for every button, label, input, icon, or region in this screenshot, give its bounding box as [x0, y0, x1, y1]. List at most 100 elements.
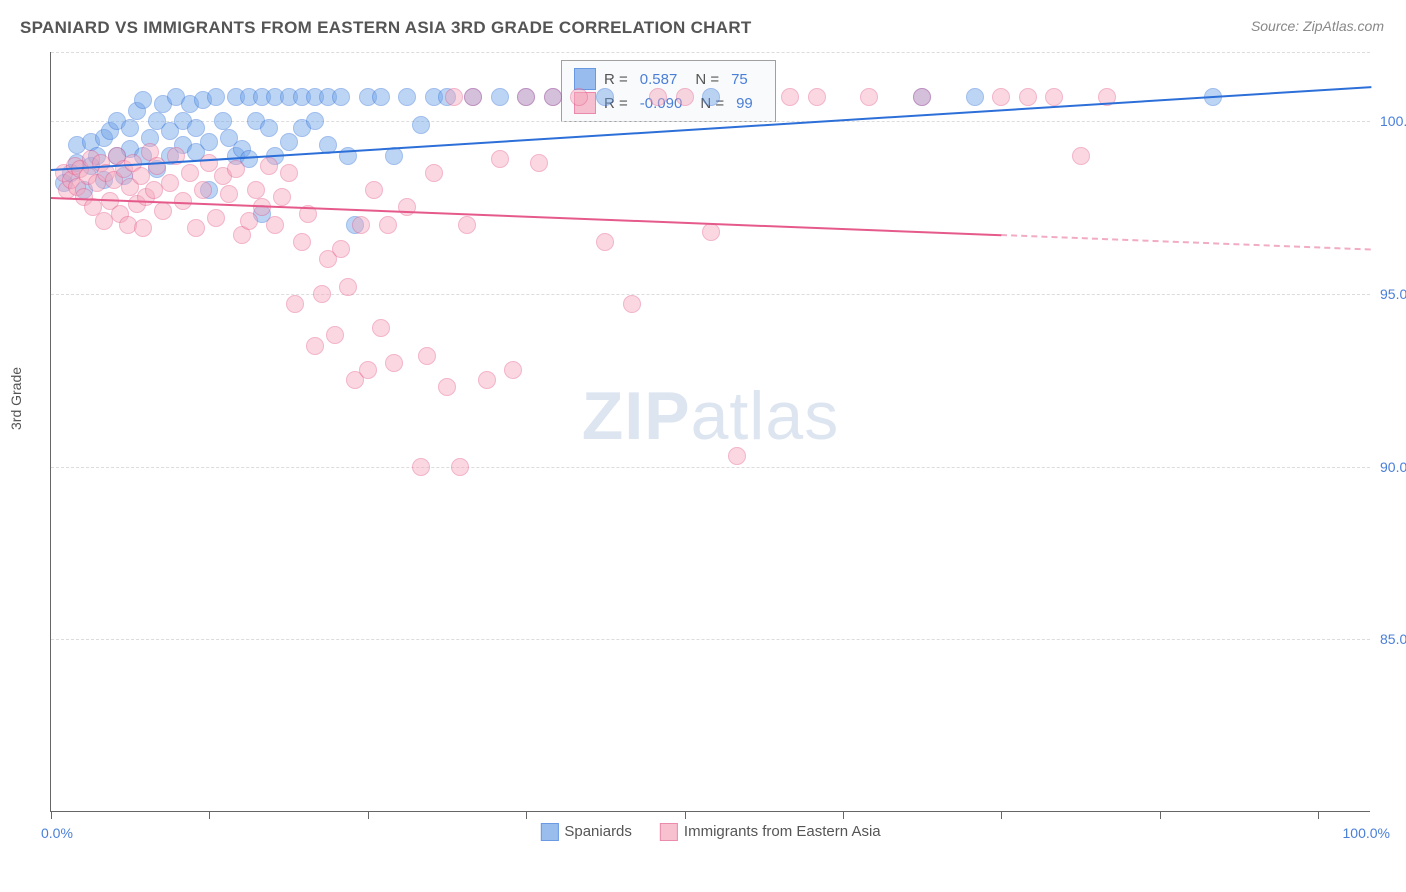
data-point — [332, 88, 350, 106]
legend-r-value: 0.587 — [640, 71, 678, 88]
data-point — [913, 88, 931, 106]
x-tick — [1001, 811, 1002, 819]
data-point — [596, 88, 614, 106]
watermark-light: atlas — [691, 378, 840, 454]
data-point — [966, 88, 984, 106]
data-point — [676, 88, 694, 106]
data-point — [385, 354, 403, 372]
data-point — [266, 216, 284, 234]
x-tick — [526, 811, 527, 819]
data-point — [207, 88, 225, 106]
data-point — [702, 88, 720, 106]
data-point — [702, 223, 720, 241]
watermark-bold: ZIP — [582, 378, 691, 454]
series-name: Spaniards — [564, 823, 632, 840]
data-point — [332, 240, 350, 258]
data-point — [240, 212, 258, 230]
data-point — [398, 88, 416, 106]
data-point — [1072, 147, 1090, 165]
source-attribution: Source: ZipAtlas.com — [1251, 18, 1384, 34]
data-point — [517, 88, 535, 106]
data-point — [207, 209, 225, 227]
data-point — [412, 458, 430, 476]
data-point — [649, 88, 667, 106]
data-point — [491, 150, 509, 168]
data-point — [1045, 88, 1063, 106]
data-point — [781, 88, 799, 106]
data-point — [425, 164, 443, 182]
data-point — [260, 157, 278, 175]
data-point — [623, 295, 641, 313]
x-tick — [1160, 811, 1161, 819]
legend-swatch — [574, 68, 596, 90]
data-point — [359, 361, 377, 379]
data-point — [860, 88, 878, 106]
gridline — [51, 294, 1370, 295]
data-point — [181, 164, 199, 182]
data-point — [379, 216, 397, 234]
x-tick — [368, 811, 369, 819]
legend-swatch — [540, 823, 558, 841]
data-point — [570, 88, 588, 106]
legend-n-label: N = — [695, 71, 719, 88]
series-legend-item: Immigrants from Eastern Asia — [660, 823, 881, 841]
y-axis-label: 3rd Grade — [8, 367, 24, 430]
data-point — [134, 219, 152, 237]
data-point — [286, 295, 304, 313]
data-point — [187, 219, 205, 237]
x-axis-max-label: 100.0% — [1343, 825, 1390, 841]
data-point — [174, 192, 192, 210]
data-point — [214, 112, 232, 130]
data-point — [306, 112, 324, 130]
scatter-plot-area: ZIPatlas R =0.587N =75R =-0.090N =99 Spa… — [50, 52, 1370, 812]
data-point — [464, 88, 482, 106]
legend-r-label: R = — [604, 71, 628, 88]
data-point — [992, 88, 1010, 106]
data-point — [339, 278, 357, 296]
x-axis-min-label: 0.0% — [41, 825, 73, 841]
x-tick — [843, 811, 844, 819]
gridline — [51, 52, 1370, 53]
data-point — [247, 181, 265, 199]
legend-n-value: 99 — [736, 95, 753, 112]
data-point — [412, 116, 430, 134]
y-tick-label: 95.0% — [1380, 286, 1406, 302]
gridline — [51, 467, 1370, 468]
data-point — [200, 133, 218, 151]
data-point — [808, 88, 826, 106]
gridline — [51, 639, 1370, 640]
x-tick — [1318, 811, 1319, 819]
data-point — [504, 361, 522, 379]
y-tick-label: 100.0% — [1380, 113, 1406, 129]
data-point — [530, 154, 548, 172]
data-point — [398, 198, 416, 216]
data-point — [260, 119, 278, 137]
data-point — [280, 164, 298, 182]
data-point — [596, 233, 614, 251]
data-point — [491, 88, 509, 106]
data-point — [372, 88, 390, 106]
trend-line — [1001, 234, 1371, 251]
data-point — [121, 119, 139, 137]
data-point — [326, 326, 344, 344]
y-tick-label: 90.0% — [1380, 459, 1406, 475]
data-point — [451, 458, 469, 476]
data-point — [280, 133, 298, 151]
x-tick — [209, 811, 210, 819]
data-point — [372, 319, 390, 337]
data-point — [313, 285, 331, 303]
data-point — [458, 216, 476, 234]
data-point — [306, 337, 324, 355]
data-point — [154, 202, 172, 220]
data-point — [134, 91, 152, 109]
data-point — [293, 233, 311, 251]
data-point — [273, 188, 291, 206]
watermark: ZIPatlas — [582, 377, 839, 455]
chart-title: SPANIARD VS IMMIGRANTS FROM EASTERN ASIA… — [20, 18, 752, 38]
data-point — [544, 88, 562, 106]
series-legend-item: Spaniards — [540, 823, 632, 841]
series-name: Immigrants from Eastern Asia — [684, 823, 881, 840]
x-tick — [685, 811, 686, 819]
data-point — [194, 181, 212, 199]
correlation-legend: R =0.587N =75R =-0.090N =99 — [561, 60, 776, 122]
